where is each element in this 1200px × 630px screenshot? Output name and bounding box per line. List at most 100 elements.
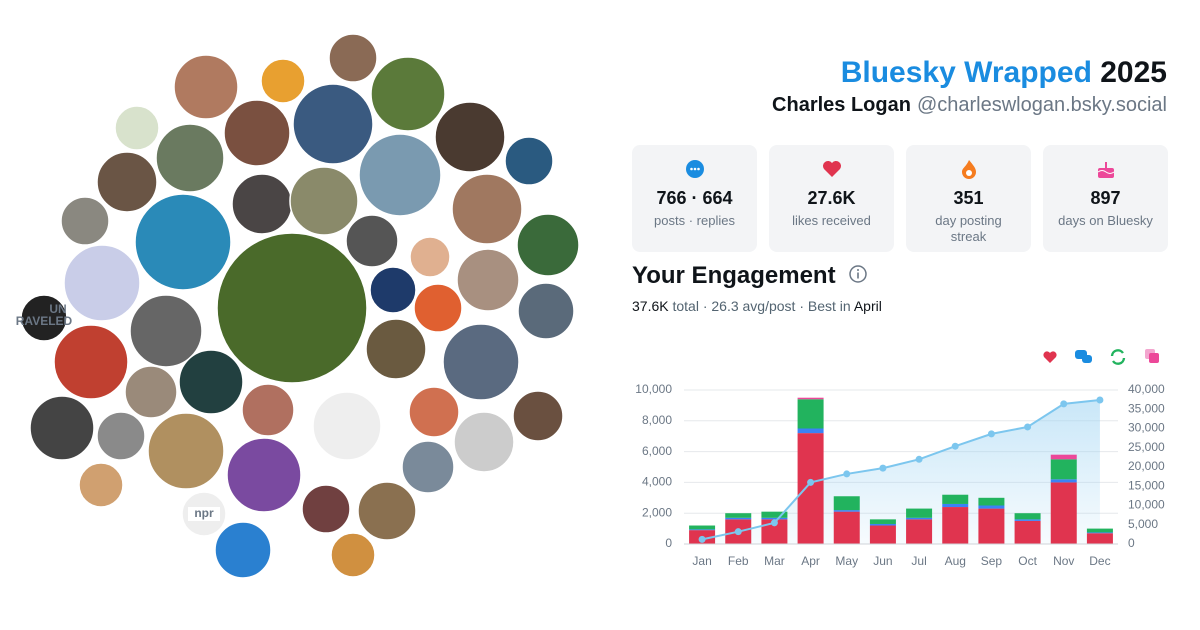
stat-value: 27.6K bbox=[807, 188, 856, 208]
avatar bbox=[345, 214, 399, 268]
avatar bbox=[409, 236, 451, 278]
bar-segment bbox=[797, 399, 824, 429]
bar-segment bbox=[1086, 532, 1113, 534]
posts-icon bbox=[685, 160, 704, 178]
title: Bluesky Wrapped 2025 bbox=[841, 56, 1167, 90]
bar-segment bbox=[689, 525, 716, 530]
avatar bbox=[370, 56, 446, 132]
avatar bbox=[453, 411, 515, 473]
bar-segment bbox=[833, 510, 860, 512]
line-point bbox=[915, 455, 923, 463]
info-icon[interactable] bbox=[848, 264, 868, 284]
profile: Charles Logan @charleswlogan.bsky.social bbox=[772, 94, 1167, 117]
y2-tick-label: 30,000 bbox=[1128, 421, 1165, 435]
stat-card: 897 days on Bluesky bbox=[1043, 145, 1168, 252]
avatar bbox=[413, 283, 463, 333]
year: 2025 bbox=[1100, 56, 1167, 89]
bar-segment bbox=[797, 433, 824, 544]
bar-segment bbox=[1014, 513, 1041, 520]
x-tick-label: Aug bbox=[945, 554, 966, 568]
x-tick-label: Dec bbox=[1089, 554, 1110, 568]
avatar bbox=[517, 282, 575, 340]
bar-segment bbox=[797, 397, 824, 400]
y2-tick-label: 20,000 bbox=[1128, 459, 1165, 473]
y-tick-label: 0 bbox=[665, 536, 672, 550]
bar-segment bbox=[1050, 482, 1077, 544]
line-point bbox=[770, 519, 778, 527]
bar-segment bbox=[1014, 520, 1041, 544]
avatar bbox=[223, 99, 291, 167]
engagement-title: Your Engagement bbox=[632, 262, 836, 289]
bar-segment bbox=[1050, 459, 1077, 480]
x-tick-label: Jan bbox=[692, 554, 711, 568]
bar-segment bbox=[869, 525, 896, 544]
avatar bbox=[241, 383, 295, 437]
bar-segment bbox=[978, 497, 1005, 506]
avatar bbox=[358, 133, 442, 217]
bar-segment bbox=[1086, 533, 1113, 544]
avatar bbox=[63, 244, 141, 322]
engagement-legend bbox=[1043, 349, 1159, 365]
y2-tick-label: 40,000 bbox=[1128, 382, 1165, 396]
avatar bbox=[20, 294, 68, 342]
avatar bbox=[29, 395, 95, 461]
avatar bbox=[231, 173, 293, 235]
y-tick-label: 10,000 bbox=[635, 382, 672, 396]
brand: Bluesky Wrapped bbox=[840, 56, 1092, 89]
avatar bbox=[178, 349, 244, 415]
likes-icon bbox=[822, 161, 841, 177]
avatar bbox=[96, 151, 158, 213]
avatar-text: npr bbox=[194, 506, 214, 520]
x-tick-label: Feb bbox=[728, 554, 749, 568]
avatar bbox=[114, 105, 160, 151]
avatar bbox=[456, 248, 520, 312]
avatar bbox=[301, 484, 351, 534]
avatar bbox=[369, 266, 417, 314]
bar-segment bbox=[689, 529, 716, 531]
engagement-chart: 0 2,000 4,000 6,000 8,000 10,000 0 5,000 10,000 1… bbox=[635, 382, 1165, 568]
y2-tick-label: 35,000 bbox=[1128, 401, 1165, 415]
engagement-summary: 37.6K total · 26.3 avg/post · Best in Ap… bbox=[632, 298, 882, 314]
avatar bbox=[96, 411, 146, 461]
line-point bbox=[951, 442, 959, 450]
bar-segment bbox=[942, 507, 969, 544]
summary-text: total · 26.3 avg/post · Best in bbox=[672, 298, 851, 314]
avatar bbox=[434, 101, 506, 173]
avatar bbox=[124, 365, 178, 419]
bar-segment bbox=[942, 503, 969, 508]
avatar bbox=[289, 166, 359, 236]
bar-segment bbox=[797, 428, 824, 434]
avatar bbox=[276, 534, 322, 580]
total-value: 37.6K bbox=[632, 298, 669, 314]
y-tick-label: 6,000 bbox=[642, 444, 672, 458]
bar-segment bbox=[978, 505, 1005, 509]
x-tick-label: Jun bbox=[873, 554, 892, 568]
bar-segment bbox=[725, 513, 752, 518]
display-name: Charles Logan bbox=[772, 94, 911, 116]
y2-tick-label: 15,000 bbox=[1128, 478, 1165, 492]
avatar bbox=[260, 58, 306, 104]
bar-segment bbox=[833, 496, 860, 511]
stat-card: 351 day posting streak bbox=[906, 145, 1031, 252]
bar-segment bbox=[978, 508, 1005, 544]
avatar bbox=[442, 323, 520, 401]
avatar bbox=[214, 521, 272, 579]
stat-label: days on Bluesky bbox=[1058, 213, 1153, 228]
avatar bbox=[328, 33, 378, 83]
line-point bbox=[807, 478, 815, 486]
line-point bbox=[1060, 400, 1068, 408]
streak-icon bbox=[961, 160, 976, 179]
avatar bbox=[129, 294, 203, 368]
avatar bbox=[504, 136, 554, 186]
stat-label: day posting streak bbox=[935, 213, 1002, 244]
y2-tick-label: 5,000 bbox=[1128, 517, 1158, 531]
bar-segment bbox=[1050, 479, 1077, 483]
bar-segment bbox=[869, 523, 896, 526]
avatar bbox=[226, 437, 302, 513]
avatar bbox=[451, 173, 523, 245]
bar-segment bbox=[906, 519, 933, 544]
likes-icon bbox=[1043, 351, 1057, 363]
line-point bbox=[987, 430, 995, 438]
